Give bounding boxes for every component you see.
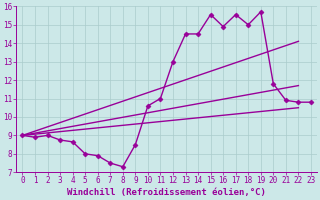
X-axis label: Windchill (Refroidissement éolien,°C): Windchill (Refroidissement éolien,°C) (67, 188, 266, 197)
